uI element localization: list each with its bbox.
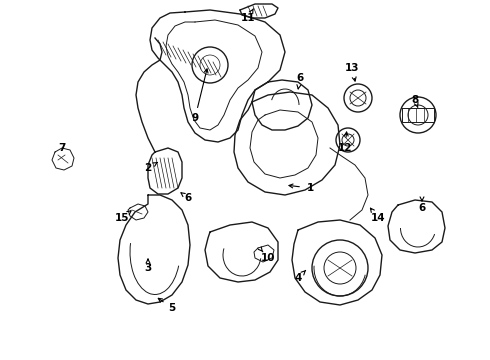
Text: 3: 3 bbox=[145, 263, 151, 273]
Text: 8: 8 bbox=[412, 95, 418, 105]
Text: 2: 2 bbox=[145, 163, 151, 173]
Text: 15: 15 bbox=[115, 213, 129, 223]
Text: 6: 6 bbox=[418, 203, 426, 213]
Text: 11: 11 bbox=[241, 13, 255, 23]
Text: 4: 4 bbox=[294, 273, 302, 283]
Text: 1: 1 bbox=[306, 183, 314, 193]
Text: 13: 13 bbox=[345, 63, 359, 73]
Text: 7: 7 bbox=[58, 143, 66, 153]
Text: 9: 9 bbox=[192, 113, 198, 123]
Text: 6: 6 bbox=[296, 73, 304, 83]
Text: 6: 6 bbox=[184, 193, 192, 203]
Text: 5: 5 bbox=[169, 303, 175, 313]
Text: 14: 14 bbox=[371, 213, 385, 223]
Text: 12: 12 bbox=[338, 143, 352, 153]
Text: 10: 10 bbox=[261, 253, 275, 263]
